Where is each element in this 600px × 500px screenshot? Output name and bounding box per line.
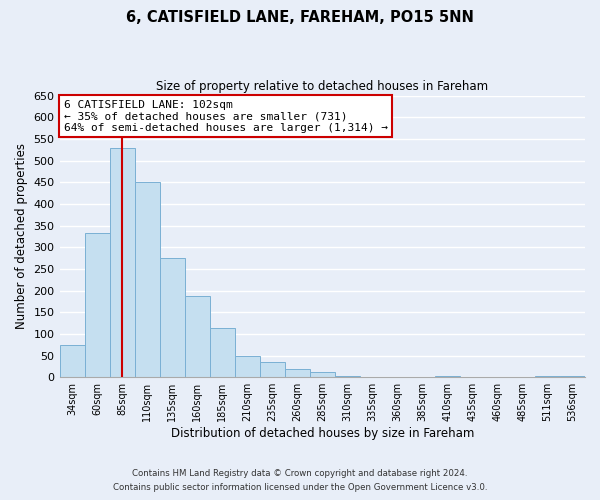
Bar	[110, 148, 134, 377]
Bar	[435, 376, 460, 377]
Title: Size of property relative to detached houses in Fareham: Size of property relative to detached ho…	[156, 80, 488, 93]
Bar	[560, 376, 585, 377]
Bar	[85, 233, 110, 377]
Bar	[235, 356, 260, 377]
Bar	[260, 362, 285, 377]
Text: 6 CATISFIELD LANE: 102sqm
← 35% of detached houses are smaller (731)
64% of semi: 6 CATISFIELD LANE: 102sqm ← 35% of detac…	[64, 100, 388, 133]
Bar	[285, 368, 310, 377]
X-axis label: Distribution of detached houses by size in Fareham: Distribution of detached houses by size …	[170, 427, 474, 440]
Text: Contains public sector information licensed under the Open Government Licence v3: Contains public sector information licen…	[113, 484, 487, 492]
Bar	[310, 372, 335, 377]
Bar	[160, 258, 185, 377]
Bar	[134, 182, 160, 377]
Bar	[335, 376, 360, 377]
Bar	[209, 328, 235, 377]
Bar	[185, 296, 209, 377]
Bar	[59, 344, 85, 377]
Y-axis label: Number of detached properties: Number of detached properties	[15, 144, 28, 330]
Text: 6, CATISFIELD LANE, FAREHAM, PO15 5NN: 6, CATISFIELD LANE, FAREHAM, PO15 5NN	[126, 10, 474, 25]
Bar	[535, 376, 560, 377]
Text: Contains HM Land Registry data © Crown copyright and database right 2024.: Contains HM Land Registry data © Crown c…	[132, 468, 468, 477]
